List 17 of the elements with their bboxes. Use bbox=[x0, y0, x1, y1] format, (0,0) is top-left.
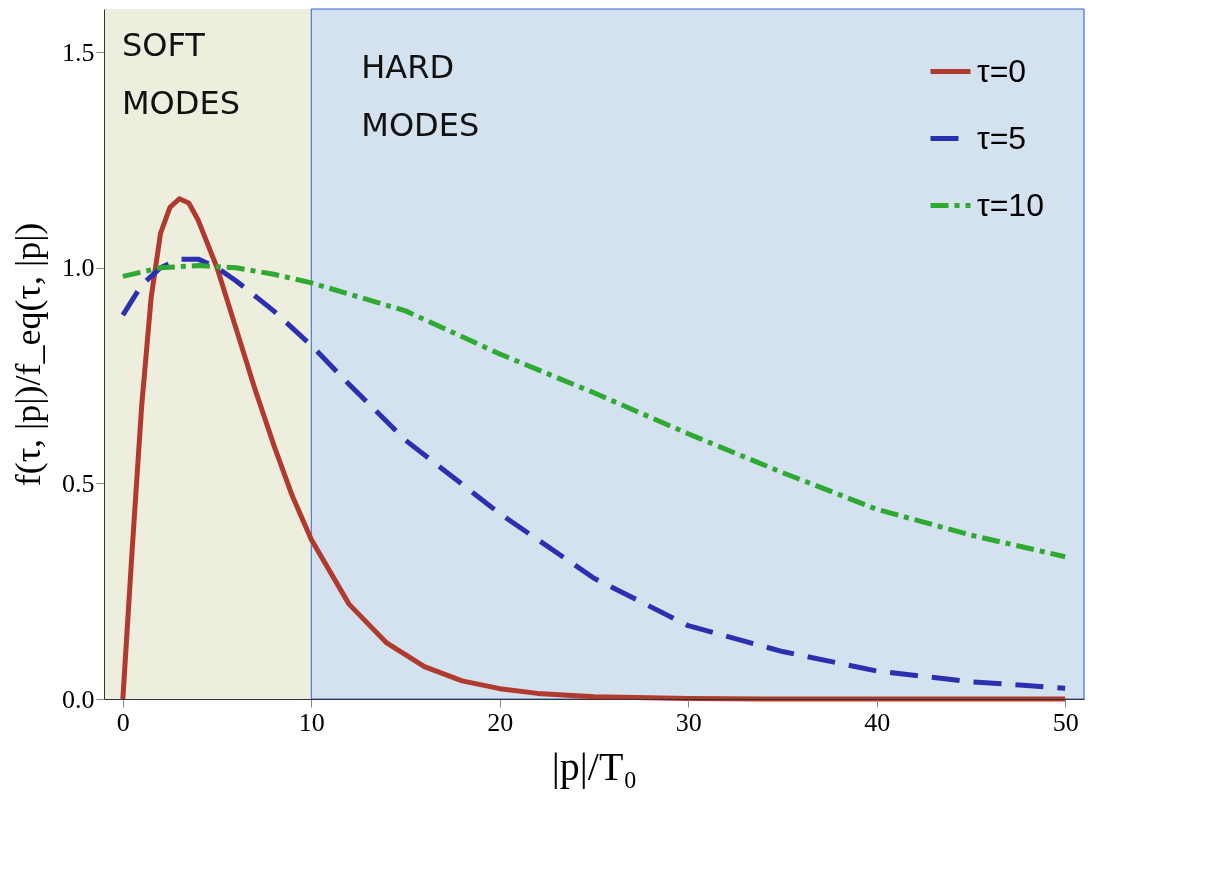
x-tick-label: 50 bbox=[1052, 707, 1079, 737]
legend-label: τ=5 bbox=[977, 119, 1027, 156]
x-tick-label: 10 bbox=[298, 707, 325, 737]
y-tick-label: 0.5 bbox=[62, 468, 95, 498]
band-label: HARD MODES bbox=[361, 48, 480, 144]
x-tick-label: 0 bbox=[116, 707, 130, 737]
x-tick-label: 30 bbox=[675, 707, 702, 737]
legend-label: τ=10 bbox=[977, 186, 1044, 223]
x-tick-label: 40 bbox=[864, 707, 891, 737]
legend-label: τ=0 bbox=[977, 52, 1027, 89]
band-label: SOFT MODES bbox=[122, 26, 240, 122]
y-axis-title: f(τ, |p|)/f_eq(τ, |p|) bbox=[8, 222, 48, 487]
x-tick-label: 20 bbox=[487, 707, 514, 737]
y-tick-label: 0.0 bbox=[62, 684, 95, 714]
y-tick-label: 1.0 bbox=[62, 253, 95, 283]
y-tick-label: 1.5 bbox=[62, 37, 95, 67]
x-axis-title: |p|/T₀ bbox=[551, 743, 638, 789]
